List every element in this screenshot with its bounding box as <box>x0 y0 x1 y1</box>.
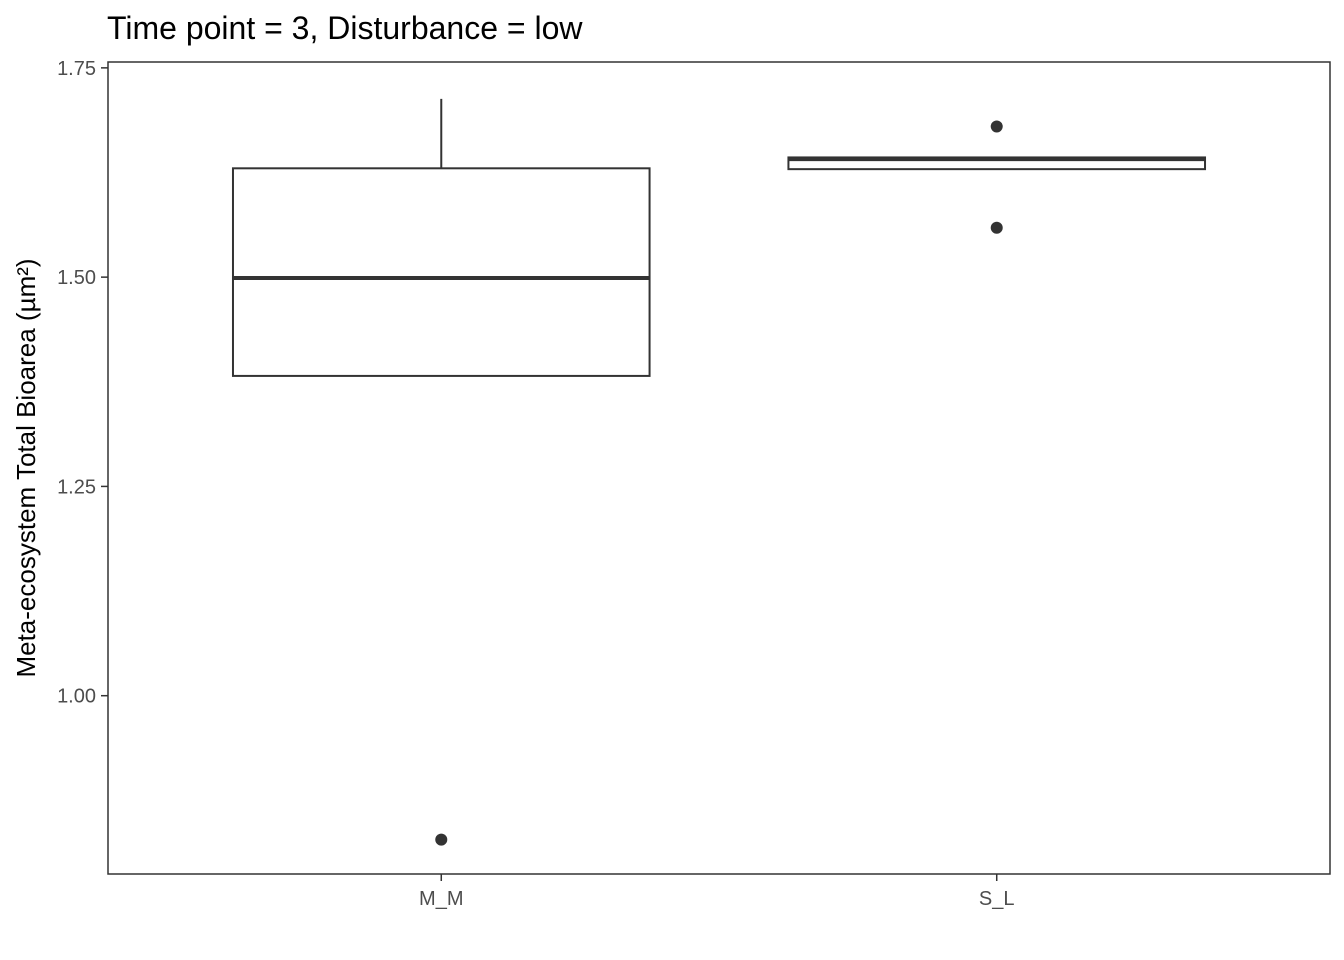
outlier-point <box>435 833 448 846</box>
panel-border <box>107 61 1331 875</box>
x-tick-label: S_L <box>979 888 1015 910</box>
box-iqr <box>231 167 651 377</box>
y-tick-label: 1.00 <box>57 686 96 708</box>
plot-area: 1.00 1.25 1.50 1.75 M_M S_L <box>57 58 1331 910</box>
y-tick-label: 1.25 <box>57 476 96 498</box>
y-tick-label: 1.75 <box>57 58 96 80</box>
outlier-point <box>990 221 1003 234</box>
y-tick-label: 1.50 <box>57 267 96 289</box>
x-tick-label: M_M <box>419 888 463 910</box>
chart-title: Time point = 3, Disturbance = low <box>107 10 583 46</box>
outlier-point <box>990 120 1003 133</box>
y-axis-label: Meta-ecosystem Total Bioarea (µm²) <box>11 258 41 677</box>
